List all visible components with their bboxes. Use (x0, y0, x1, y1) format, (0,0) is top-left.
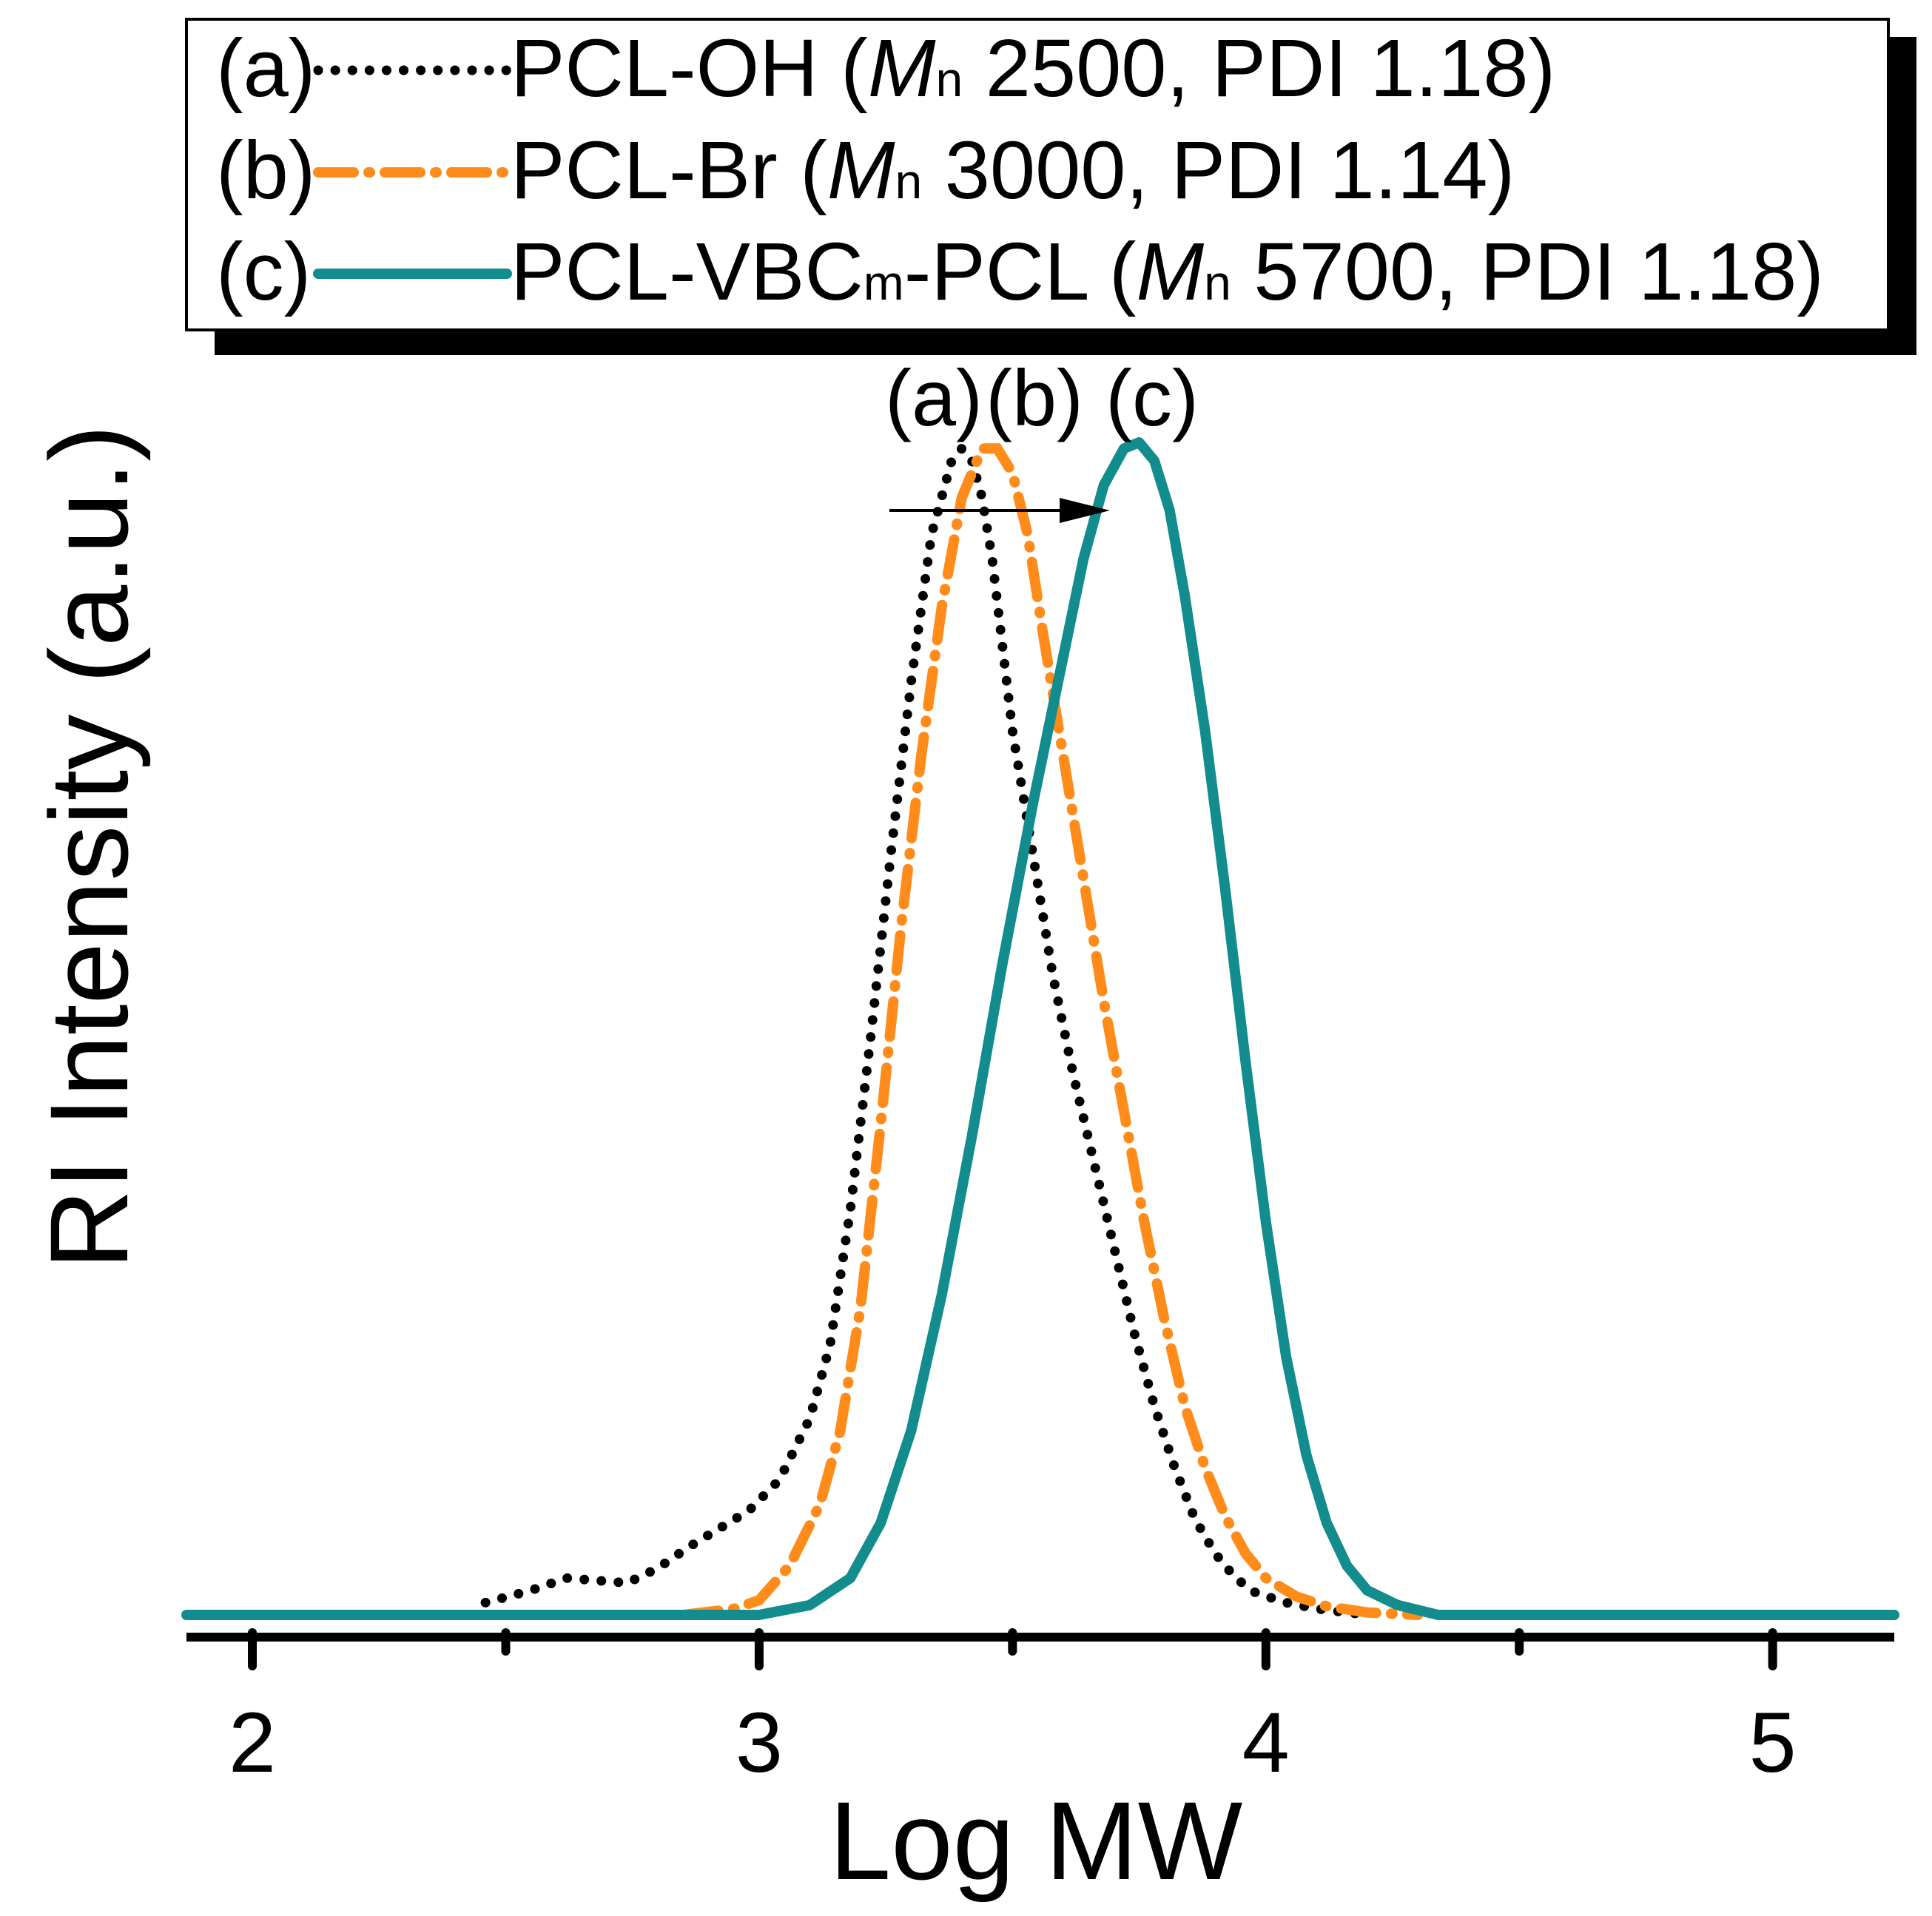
peak-labels: (a) (b) (c) (885, 353, 1199, 523)
x-tick-label-5: 5 (1749, 1696, 1797, 1790)
legend-prefix-c: (c) (216, 226, 311, 317)
axes: 2 3 4 5 (186, 1628, 1894, 1790)
legend-label-c: PCL-VBCm-PCL (Mn 5700, PDI 1.18) (511, 226, 1824, 317)
series-layer (181, 437, 1899, 1620)
legend-label-b: PCL-Br (Mn 3000, PDI 1.14) (511, 125, 1515, 216)
x-tick-label-4: 4 (1242, 1696, 1290, 1790)
series-line-a (480, 441, 1373, 1620)
x-tick-label-2: 2 (229, 1696, 276, 1790)
x-axis-label: Log MW (829, 1778, 1243, 1903)
x-tick-label-3: 3 (736, 1696, 783, 1790)
legend: (a) PCL-OH (Mn 2500, PDI 1.18) (b) PCL-Br (… (185, 18, 1916, 355)
legend-prefix-b: (b) (216, 125, 315, 216)
peak-label-c: (c) (1105, 353, 1199, 442)
legend-prefix-a: (a) (216, 23, 315, 114)
peak-label-a: (a) (885, 353, 983, 442)
series-line-c (181, 437, 1899, 1620)
shift-arrow-head (1060, 498, 1110, 523)
peak-label-b: (b) (986, 353, 1083, 442)
series-line-b (678, 443, 1424, 1620)
y-axis-label: RI Intensity (a.u.) (27, 425, 151, 1269)
legend-label-a: PCL-OH (Mn 2500, PDI 1.18) (511, 23, 1555, 114)
